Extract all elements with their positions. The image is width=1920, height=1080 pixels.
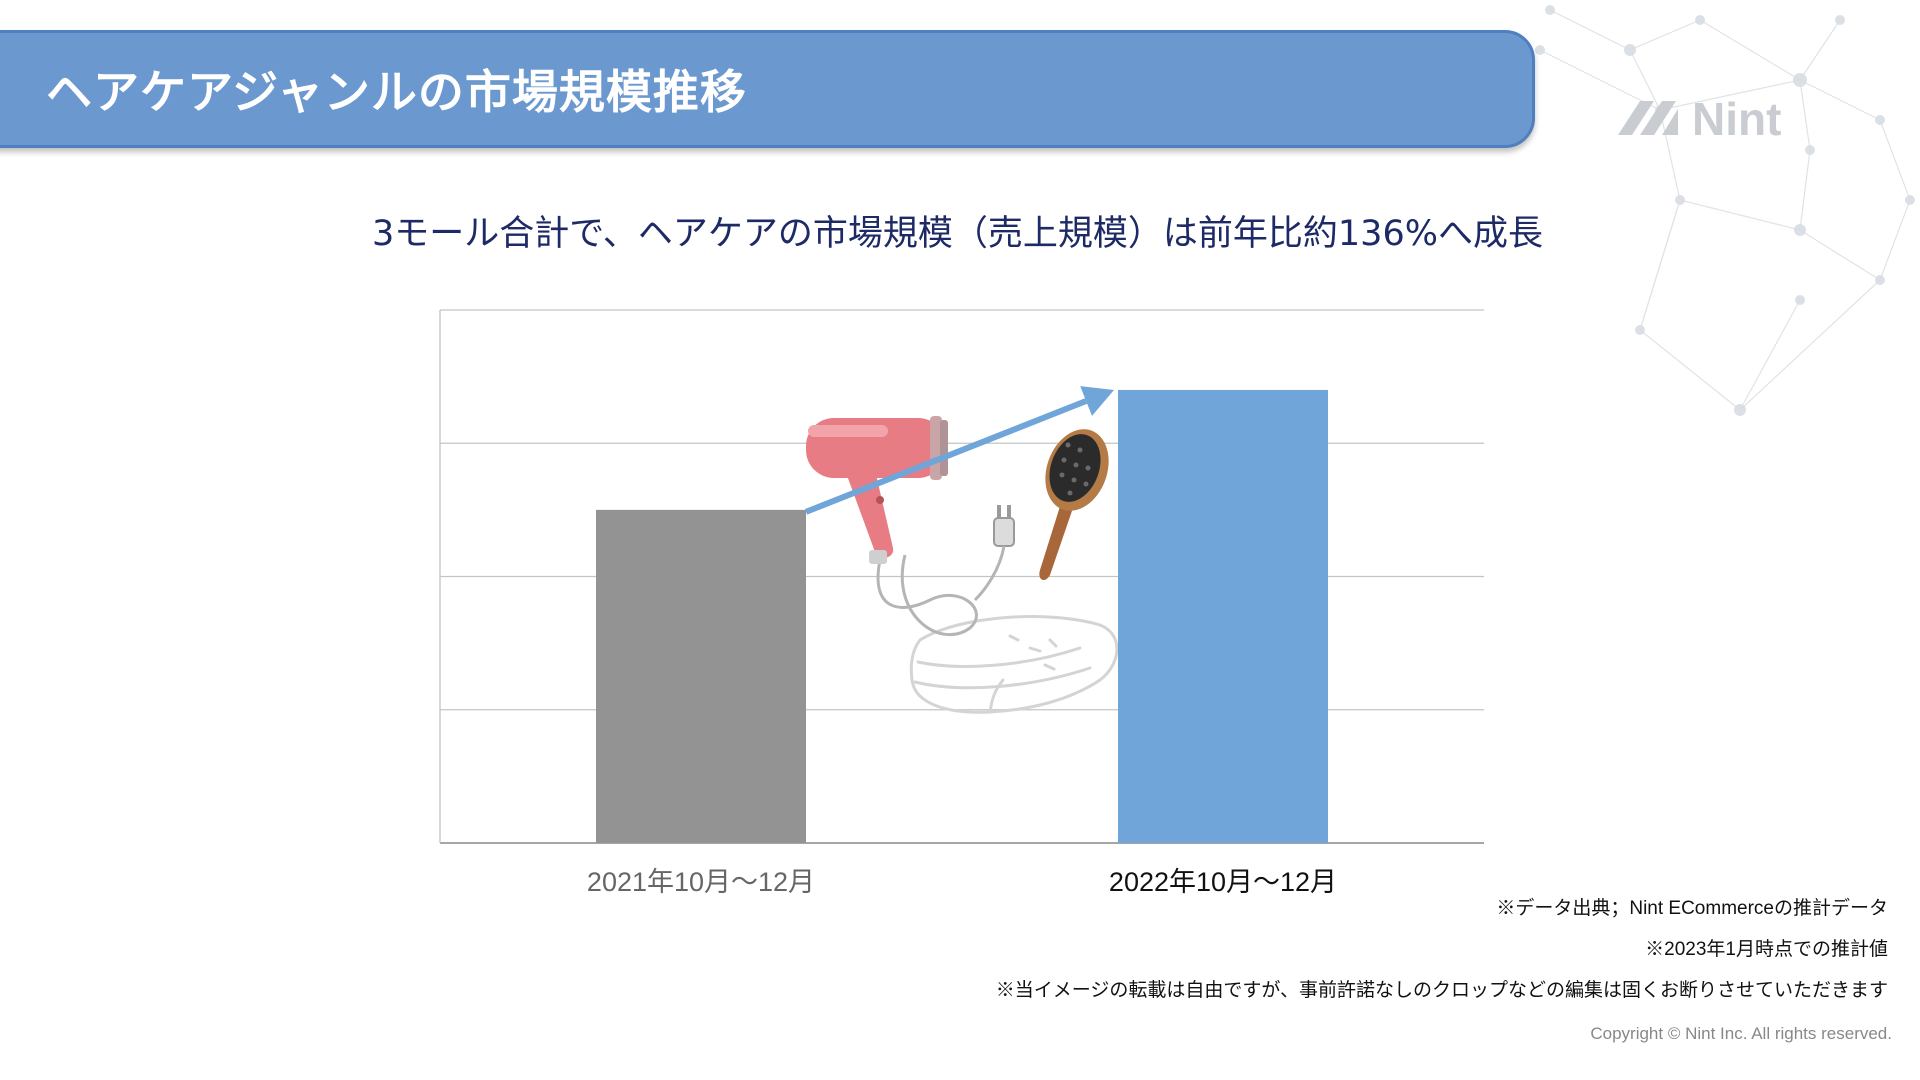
cord (876, 554, 978, 637)
hair-dryer-icon (806, 416, 948, 564)
nint-logo-icon (1618, 101, 1678, 135)
bar-2 (1118, 389, 1328, 843)
background-network-pattern (1535, 5, 1915, 416)
hair-brush-icon (1039, 429, 1109, 581)
hair-care-illustration (806, 416, 1119, 714)
footnote-date: ※2023年1月時点での推計値 (1645, 939, 1888, 960)
growth-arrow-shaft (804, 398, 1088, 515)
page-title: ヘアケアジャンルの市場規模推移 (46, 65, 747, 119)
copyright: Copyright © Nint Inc. All rights reserve… (1590, 1024, 1892, 1043)
logo-text: Nint (1692, 93, 1782, 145)
header-bar (0, 30, 1535, 148)
footnote-source: ※データ出典；Nint ECommerceの推計データ (1496, 898, 1888, 919)
footnote-usage: ※当イメージの転載は自由ですが、事前許諾なしのクロップなどの編集は固くお断りさせ… (995, 980, 1888, 1001)
plug-icon (973, 505, 1015, 602)
growth-arrow-head (1080, 386, 1114, 416)
footnotes: ※データ出典；Nint ECommerceの推計データ ※2023年1月時点での… (996, 888, 1888, 1011)
x-tick-label: 2021年10月〜12月 (587, 867, 815, 897)
chart-headline: 3モール合計で、ヘアケアの市場規模（売上規模）は前年比約136%へ成長 (372, 214, 1543, 254)
bar-1 (596, 509, 806, 843)
towel-icon (909, 615, 1119, 714)
